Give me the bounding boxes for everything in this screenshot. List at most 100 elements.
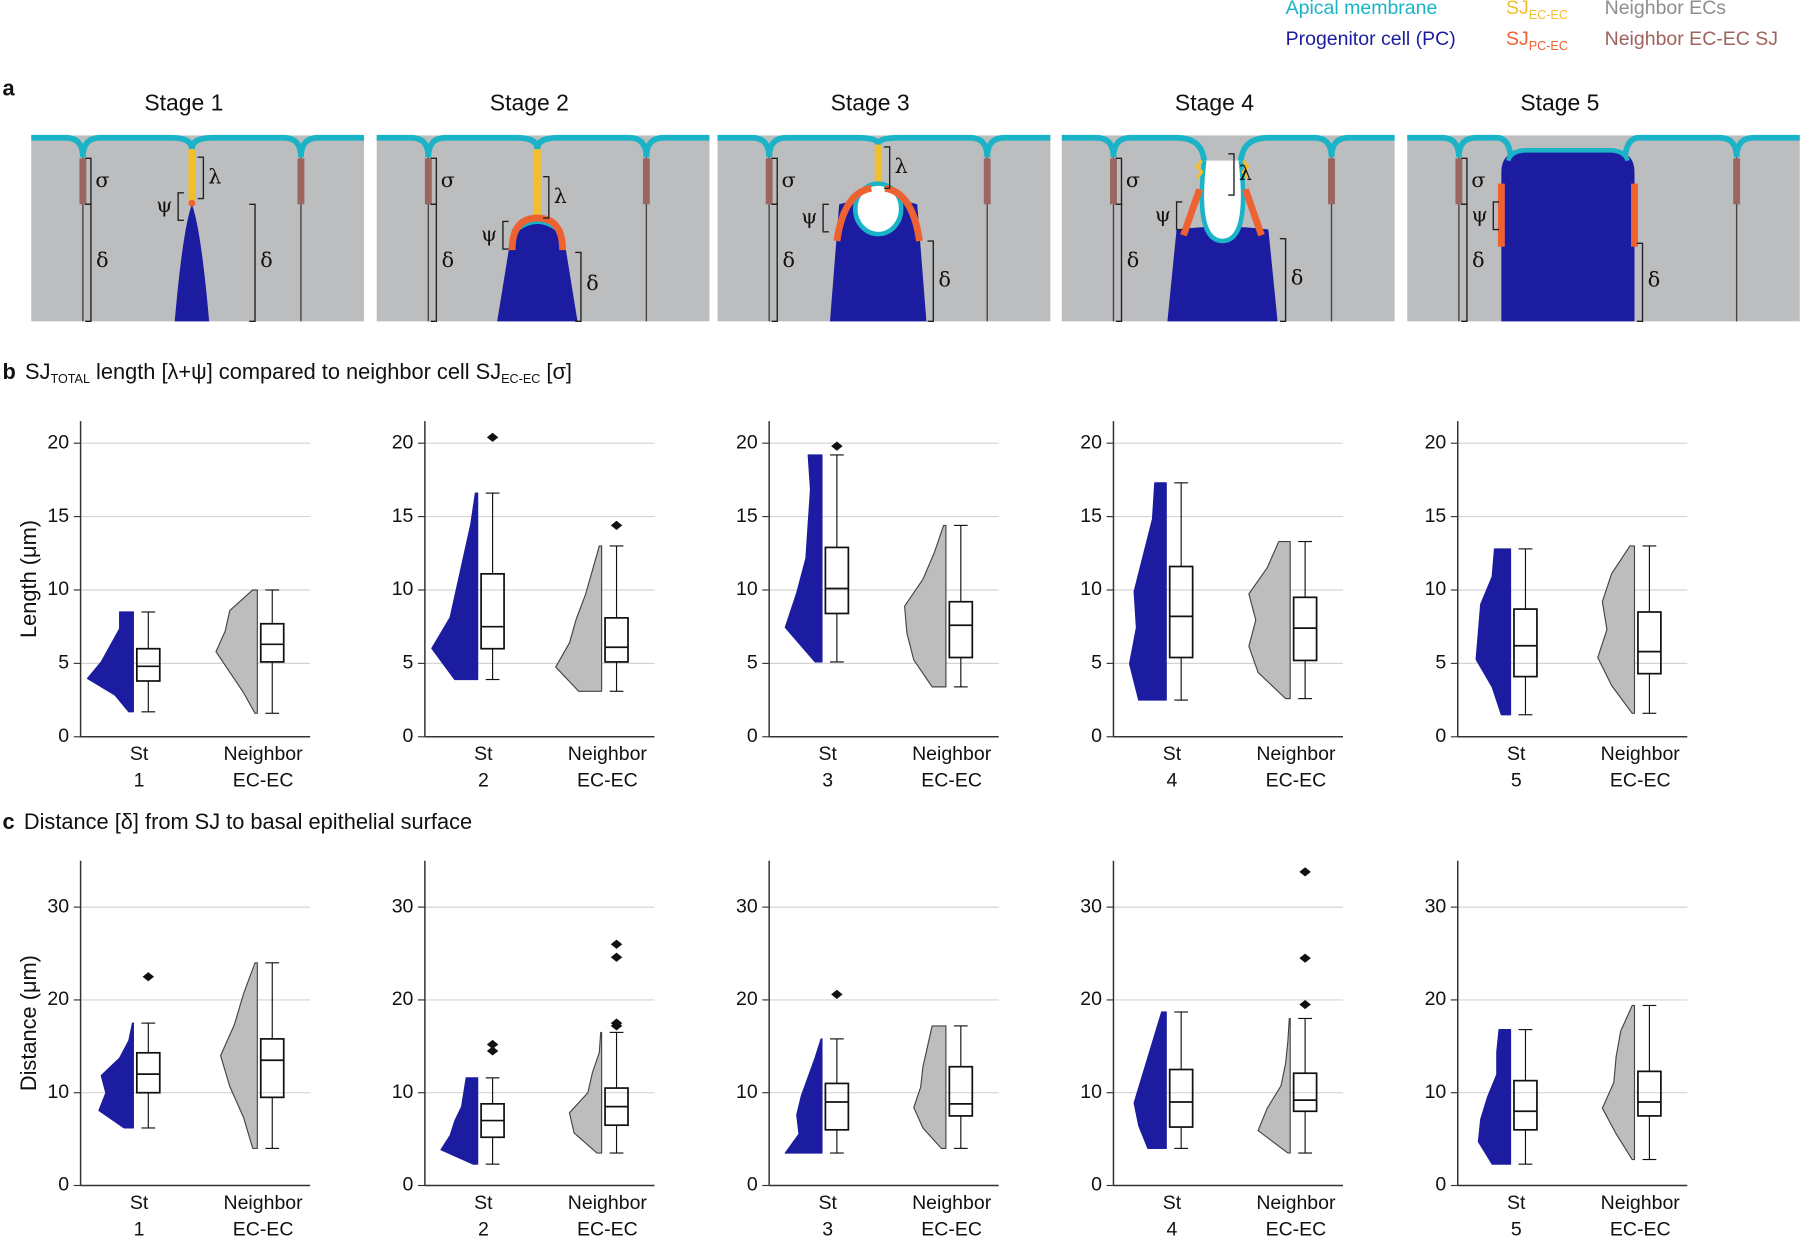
- y-tick-label: 10: [1425, 1081, 1447, 1103]
- bracket: [430, 203, 438, 323]
- x-tick-label: St 1: [130, 743, 149, 791]
- sj-pc-ec: [833, 184, 923, 242]
- x-tick-label-line: EC-EC: [577, 770, 638, 792]
- symbol: σ: [1126, 168, 1140, 192]
- x-tick-label-line: St: [1507, 743, 1526, 765]
- legend-entry: Neighbor EC-EC SJ: [1605, 28, 1778, 50]
- y-tick-label: 30: [392, 895, 414, 917]
- y-tick-label: 15: [47, 505, 69, 527]
- outlier: [142, 972, 155, 982]
- y-tick-label: 10: [1425, 578, 1447, 600]
- apical-pc: [1506, 148, 1630, 162]
- x-tick-label-line: 5: [1511, 770, 1522, 792]
- symbol: λ: [1239, 161, 1252, 185]
- bracket: [197, 156, 205, 200]
- x-tick-label-line: 4: [1167, 1218, 1178, 1236]
- legend-label: SJ: [1506, 28, 1529, 50]
- symbol: δ: [586, 271, 598, 295]
- legend-entry: SJEC-EC: [1506, 0, 1568, 22]
- violin: [913, 1025, 947, 1149]
- symbol: λ: [208, 164, 221, 188]
- neighbor-sj: [1328, 158, 1335, 205]
- y-tick-label: 10: [392, 578, 414, 600]
- panel-letter: a: [3, 75, 16, 100]
- x-tick-label-line: 3: [822, 770, 833, 792]
- x-tick-label-line: Neighbor: [1256, 1192, 1336, 1214]
- box: [1513, 608, 1538, 678]
- y-tick-label: 30: [1425, 895, 1447, 917]
- sj-pc-ec: [1631, 183, 1638, 247]
- sj-ec-ec: [874, 144, 882, 189]
- x-tick-label-line: EC-EC: [921, 770, 982, 792]
- bracket: [1279, 238, 1287, 323]
- x-tick-label: St 3: [818, 743, 837, 791]
- x-tick-label-line: Neighbor: [1601, 743, 1681, 765]
- bracket: [927, 240, 934, 323]
- y-tick-label: 5: [403, 652, 414, 674]
- legend-sub: EC-EC: [1529, 8, 1568, 22]
- y-tick-label: 10: [47, 578, 69, 600]
- title-sub: EC-EC: [501, 372, 540, 386]
- x-tick-label-line: Neighbor: [223, 743, 303, 765]
- symbol: δ: [260, 248, 272, 272]
- x-tick-label: St 2: [474, 1192, 493, 1236]
- x-tick-label: Neighbor EC-EC: [1601, 743, 1681, 791]
- y-tick-label: 20: [1425, 988, 1447, 1010]
- sj-ec-ec: [1195, 159, 1250, 179]
- panel-c-title: c Distance [δ] from SJ to basal epithelia…: [3, 809, 473, 834]
- symbol: ψ: [481, 222, 497, 246]
- bracket: [177, 192, 184, 222]
- box: [948, 1065, 974, 1117]
- x-tick-label-line: 3: [822, 1218, 833, 1236]
- x-tick-label-line: Neighbor: [568, 1192, 648, 1214]
- violin: [1475, 548, 1512, 716]
- x-tick-label-line: Neighbor: [1256, 743, 1336, 765]
- progenitor-cell: [829, 198, 927, 322]
- y-tick-label: 20: [736, 988, 758, 1010]
- y-tick-label: 20: [1425, 431, 1447, 453]
- stage-title: Stage 1: [144, 89, 223, 115]
- violin: [220, 962, 258, 1149]
- x-tick-label: St 4: [1163, 743, 1182, 791]
- x-tick-label: Neighbor EC-EC: [568, 743, 648, 791]
- y-tick-label: 30: [736, 895, 758, 917]
- bracket: [1636, 242, 1644, 323]
- symbol: λ: [895, 154, 908, 178]
- y-tick-label: 10: [736, 1081, 758, 1103]
- panel-letter: c: [3, 809, 15, 834]
- neighbor-sj: [983, 158, 991, 205]
- bracket: [249, 203, 256, 323]
- x-tick-label-line: EC-EC: [1610, 770, 1671, 792]
- outlier: [610, 939, 623, 949]
- outlier: [1299, 867, 1311, 877]
- bracket: [822, 203, 829, 233]
- y-tick-label: 10: [1080, 1081, 1102, 1103]
- x-tick-label-line: EC-EC: [1266, 770, 1327, 792]
- bracket: [771, 203, 778, 323]
- legend-label: Apical membrane: [1286, 0, 1438, 19]
- violin: [784, 1038, 823, 1154]
- y-tick-label: 15: [392, 505, 414, 527]
- y-axis-label: Distance (μm): [16, 955, 41, 1091]
- y-tick-label: 20: [47, 988, 69, 1010]
- x-tick-label: Neighbor EC-EC: [912, 743, 992, 791]
- legend-entry: SJPC-EC: [1506, 28, 1568, 53]
- bracket: [543, 176, 550, 219]
- outlier: [610, 520, 623, 530]
- violin: [1128, 482, 1167, 701]
- symbol: δ: [442, 248, 454, 272]
- box: [1637, 611, 1662, 675]
- x-tick-label-line: St: [818, 1192, 837, 1214]
- bracket: [502, 220, 509, 250]
- x-tick-label-line: St: [130, 1192, 149, 1214]
- violin: [555, 545, 603, 692]
- x-tick-label-line: Neighbor: [568, 743, 648, 765]
- x-tick-label-line: EC-EC: [1610, 1218, 1671, 1236]
- y-tick-label: 0: [58, 1174, 69, 1196]
- symbol: ψ: [1155, 202, 1171, 226]
- box: [1637, 1070, 1662, 1117]
- y-tick-label: 30: [1080, 895, 1102, 917]
- stage-title: Stage 5: [1520, 89, 1599, 115]
- legend-entry: Neighbor ECs: [1605, 0, 1727, 19]
- box: [480, 572, 505, 650]
